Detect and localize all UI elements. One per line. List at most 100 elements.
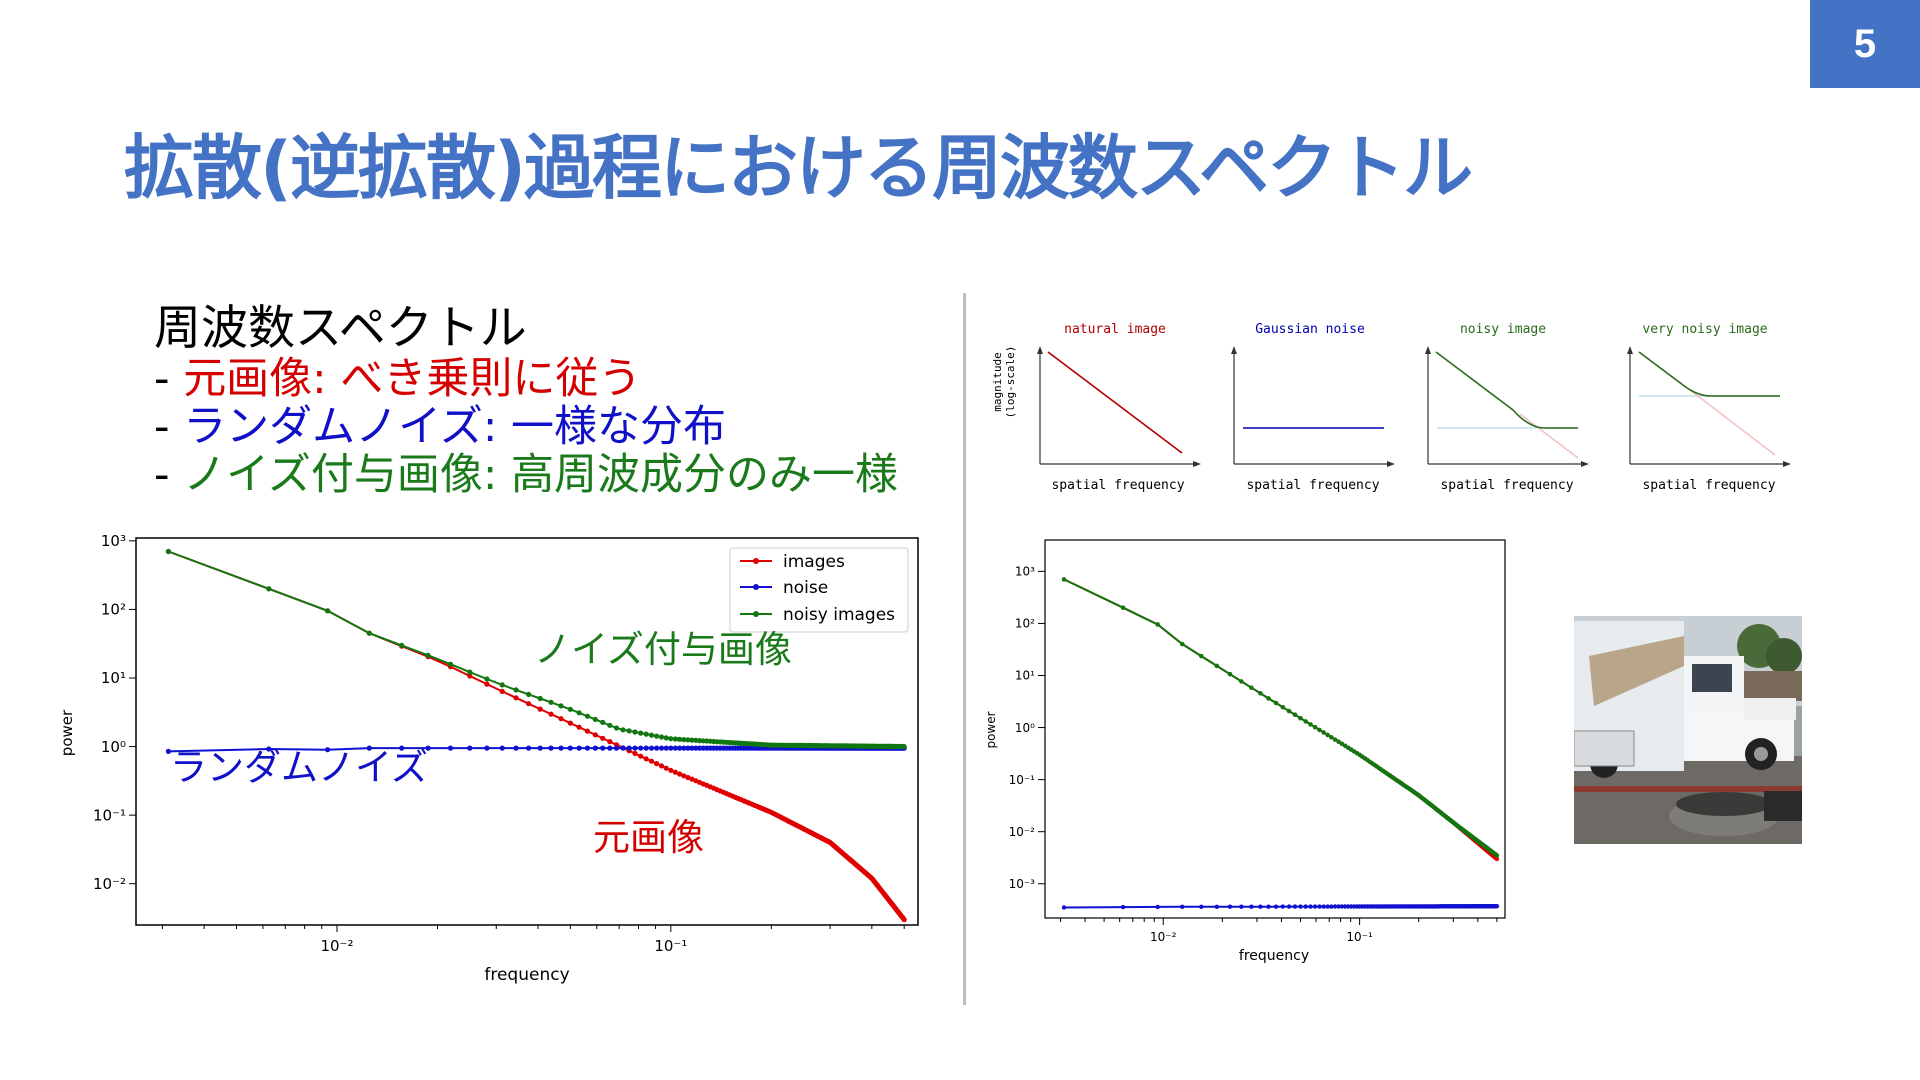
data-point-noisy-images [325, 608, 331, 614]
data-point-series-1 [1214, 904, 1219, 909]
y-tick-label: 10³ [101, 532, 126, 550]
data-point-noisy-images [399, 642, 405, 648]
bullet-item-noise: - ランダムノイズ: 一様な分布 [154, 403, 898, 451]
data-point-images [548, 711, 554, 717]
data-point-images [654, 761, 660, 767]
data-point-noise [576, 745, 582, 751]
data-point-noise [638, 745, 644, 751]
data-point-series-2 [1298, 716, 1303, 721]
data-point-images [592, 732, 598, 738]
data-point-noise [689, 745, 695, 751]
data-point-series-1 [1180, 904, 1185, 909]
data-point-noisy-images [613, 725, 620, 731]
y-tick-label: 10⁰ [101, 738, 126, 756]
data-point-noise [325, 747, 331, 753]
data-point-noisy-images [366, 630, 372, 636]
data-point-series-2 [1280, 705, 1285, 710]
data-point-images [537, 706, 543, 712]
data-point-series-1 [1303, 904, 1308, 909]
data-point-noise [567, 745, 573, 751]
data-point-images [567, 720, 573, 726]
data-point-series-1 [1266, 904, 1271, 909]
x-tick-label: 10⁻² [320, 937, 353, 955]
data-point-noise [592, 745, 598, 751]
y-tick-label: 10³ [1015, 565, 1035, 579]
annotation-original-image: 元画像 [593, 816, 704, 859]
data-point-series-1 [1321, 904, 1326, 909]
data-point-noisy-images [526, 691, 532, 697]
schematic-xlabel-gaussian: spatial frequency [1246, 478, 1379, 493]
schematic-title-noisy: noisy image [1460, 322, 1546, 337]
data-point-images [499, 688, 505, 694]
data-point-series-2 [1180, 641, 1185, 647]
data-point-noisy-images [689, 737, 695, 743]
data-point-images [607, 739, 613, 745]
schematic-very-noisy-image: very noisy image spatial frequency [1627, 322, 1791, 493]
data-point-images [689, 776, 695, 782]
data-point-noise [693, 745, 699, 751]
data-point-noisy-images [681, 737, 687, 743]
y-axis-label: power [58, 709, 76, 756]
data-point-images [681, 773, 687, 779]
data-point-noisy-images [425, 652, 431, 658]
data-point-series-1 [1339, 904, 1345, 909]
data-point-noise [663, 745, 669, 751]
data-point-series-1 [1280, 904, 1285, 909]
data-point-images [901, 917, 907, 923]
data-point-series-2 [1214, 663, 1219, 669]
data-point-noise [484, 745, 490, 751]
data-point-noisy-images [648, 732, 655, 738]
data-point-images [677, 771, 683, 777]
bullet-label-noisy: ノイズ付与画像: 高周波成分のみ一様 [183, 450, 899, 500]
data-point-series-1 [1258, 904, 1263, 909]
data-point-images [668, 767, 674, 773]
schematic-gaussian-noise: Gaussian noise spatial frequency [1231, 322, 1395, 493]
data-point-noisy-images [600, 719, 606, 725]
data-point-noisy-images [901, 744, 907, 750]
data-point-noise [626, 745, 632, 751]
data-point-images [632, 750, 638, 757]
data-point-series-2 [1227, 672, 1233, 677]
data-point-series-2 [1321, 730, 1326, 735]
data-point-noisy-images [654, 733, 660, 739]
data-point-noise [677, 745, 683, 751]
data-point-series-1 [1273, 904, 1279, 909]
data-point-series-1 [1336, 904, 1341, 909]
noisy-image-curve [1435, 351, 1578, 429]
data-point-noise [558, 745, 564, 751]
data-point-noisy-images [607, 722, 613, 728]
data-point-series-1 [1332, 904, 1338, 909]
data-point-series-2 [1332, 737, 1338, 742]
data-point-noise [620, 745, 626, 751]
data-point-series-1 [1494, 904, 1500, 909]
data-point-series-2 [1199, 653, 1204, 659]
data-point-series-2 [1292, 712, 1298, 717]
data-point-series-2 [1325, 732, 1330, 738]
data-point-images [526, 701, 532, 707]
annotation-noisy-images: ノイズ付与画像 [534, 628, 792, 671]
data-point-series-2 [1308, 722, 1313, 727]
y-tick-label: 10⁻³ [1009, 877, 1036, 891]
data-point-series-2 [1286, 708, 1292, 714]
data-point-noise [366, 745, 372, 751]
data-point-series-1 [1239, 904, 1244, 909]
data-point-series-1 [1155, 904, 1160, 910]
bullet-label-noise: ランダムノイズ: 一様な分布 [183, 402, 727, 452]
data-point-images [484, 681, 490, 687]
schematic-title-very-noisy: very noisy image [1642, 322, 1767, 337]
data-point-noisy-images [620, 727, 626, 733]
data-point-series-1 [1308, 904, 1313, 909]
natural-image-line [1047, 351, 1183, 454]
annotation-random-noise: ランダムノイズ [170, 746, 428, 789]
data-point-noise [681, 745, 687, 751]
data-point-noise [399, 745, 405, 751]
x-axis-label: frequency [484, 965, 569, 985]
data-point-noise [613, 745, 620, 751]
data-point-series-1 [1312, 904, 1318, 909]
legend-marker-noisy-images [753, 611, 759, 617]
data-point-images [558, 716, 564, 722]
data-point-noisy-images [668, 736, 674, 742]
data-point-series-1 [1298, 904, 1303, 909]
data-point-images [643, 756, 649, 762]
data-point-noisy-images [592, 716, 598, 722]
